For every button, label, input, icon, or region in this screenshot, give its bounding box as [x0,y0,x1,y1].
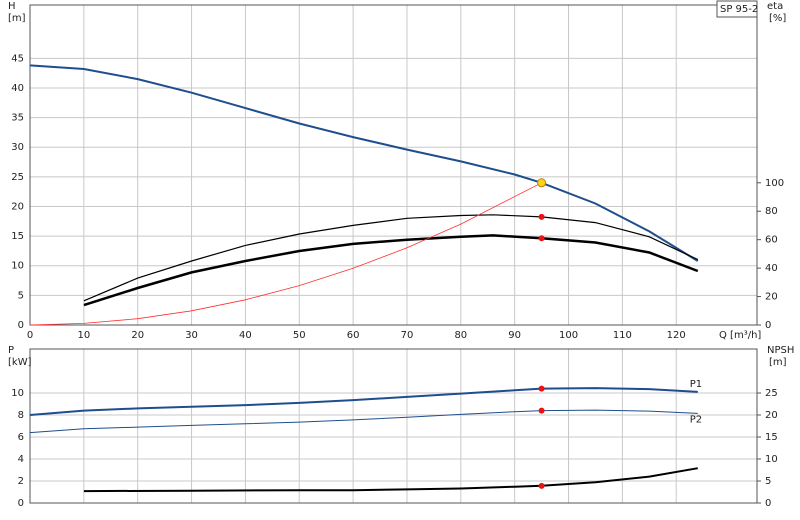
x-tick-label: 70 [401,330,414,341]
y-tick-label: 10 [11,261,24,272]
y-axis-label: P [8,345,14,356]
y2-tick-label: 100 [765,178,784,189]
y2-axis-label: NPSH [767,345,794,356]
x-tick-label: 30 [185,330,198,341]
x-tick-label: 90 [508,330,521,341]
operating-point [538,407,545,414]
y2-axis-unit: [m] [769,357,787,368]
series-label: P2 [690,414,702,425]
x-tick-label: 80 [454,330,467,341]
y2-tick-label: 80 [765,206,778,217]
plot-area [30,349,757,503]
plot-frame [29,4,758,326]
x-tick-label: 40 [239,330,252,341]
x-axis-label: Q [m³/h] [719,330,761,341]
y-tick-label: 0 [18,320,24,331]
operating-point [538,482,545,489]
y2-tick-label: 25 [765,388,778,399]
series-line [29,182,542,326]
y2-tick-label: 0 [765,498,771,509]
x-tick-label: 20 [131,330,144,341]
y-tick-label: 30 [11,142,24,153]
series-label: P1 [690,379,702,390]
y-tick-label: 2 [18,476,24,487]
y-tick-label: 15 [11,231,24,242]
y-axis-label: H [8,1,16,12]
x-tick-label: 100 [559,330,578,341]
x-tick-label: 110 [613,330,632,341]
y-axis-unit: [m] [8,13,26,24]
operating-point [538,213,545,220]
operating-point [538,235,545,242]
series-line [29,409,698,434]
y-tick-label: 25 [11,172,24,183]
y-tick-label: 0 [18,498,24,509]
y2-tick-label: 20 [765,410,778,421]
operating-point [537,178,547,188]
plot-frame [29,348,758,504]
y-axis-unit: [kW] [8,357,32,368]
legend-box [716,0,758,18]
plot-area [30,5,757,325]
y-tick-label: 6 [18,432,24,443]
y-tick-label: 8 [18,410,24,421]
y-tick-label: 4 [18,454,24,465]
y2-tick-label: 5 [765,476,771,487]
y-tick-label: 35 [11,113,24,124]
y2-tick-label: 20 [765,292,778,303]
y2-tick-label: 10 [765,454,778,465]
y2-axis-label: eta [767,1,783,12]
x-tick-label: 120 [667,330,686,341]
operating-point [538,385,545,392]
y-tick-label: 40 [11,83,24,94]
series-line [83,234,699,307]
y2-tick-label: 60 [765,235,778,246]
y-tick-label: 45 [11,53,24,64]
y2-axis-unit: [%] [769,13,786,24]
series-line [83,467,698,493]
y-tick-label: 20 [11,201,24,212]
series-line [29,64,699,262]
y2-tick-label: 40 [765,263,778,274]
x-tick-label: 0 [27,330,33,341]
x-tick-label: 60 [347,330,360,341]
y2-tick-label: 15 [765,432,778,443]
series-line [83,214,699,302]
y2-tick-label: 0 [765,320,771,331]
series-line [29,387,698,416]
y-tick-label: 5 [18,290,24,301]
legend-text: SP 95-2 [720,4,758,15]
x-tick-label: 10 [77,330,90,341]
y-tick-label: 10 [11,388,24,399]
x-tick-label: 50 [293,330,306,341]
